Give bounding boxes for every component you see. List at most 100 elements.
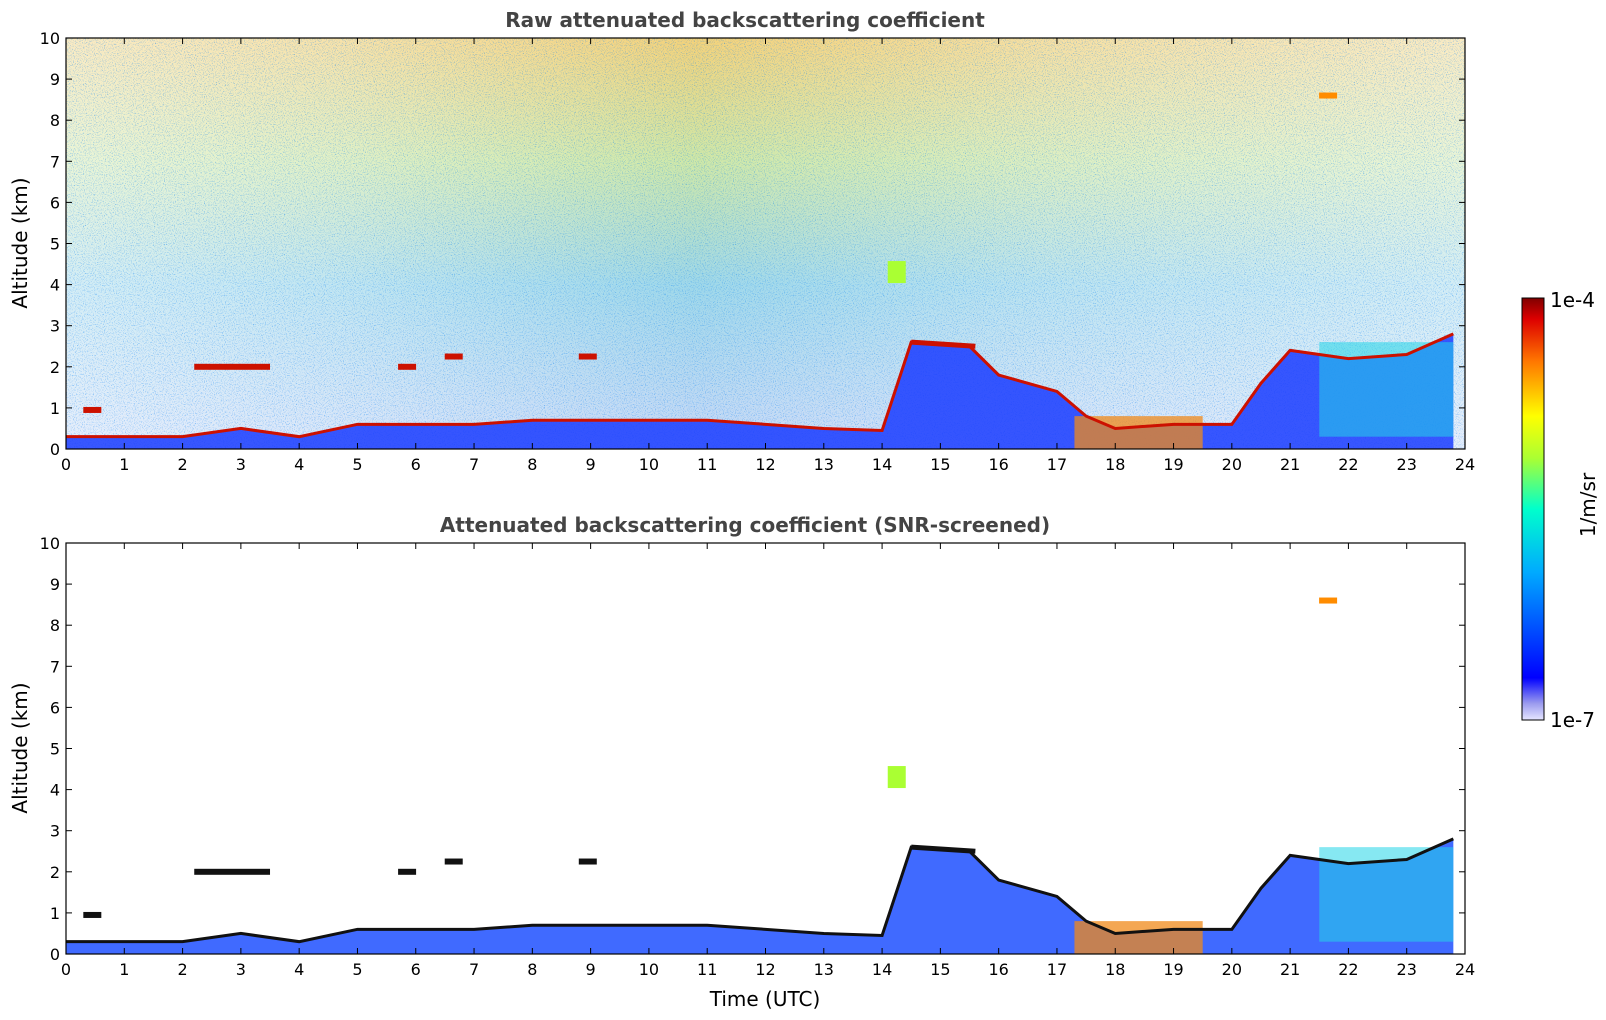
y-tick-label: 7 bbox=[50, 152, 60, 171]
x-axis-label: Time (UTC) bbox=[709, 987, 821, 1011]
x-tick-label: 9 bbox=[586, 960, 596, 979]
x-tick-label: 21 bbox=[1280, 455, 1300, 474]
x-tick-label: 12 bbox=[755, 960, 775, 979]
boundary-layer-area bbox=[66, 333, 1454, 449]
x-tick-label: 23 bbox=[1397, 455, 1417, 474]
cloud-patch bbox=[444, 353, 463, 360]
cloud-patch bbox=[194, 868, 271, 875]
y-tick-label: 3 bbox=[50, 317, 60, 336]
x-tick-label: 21 bbox=[1280, 960, 1300, 979]
x-tick-label: 6 bbox=[411, 455, 421, 474]
cloud-patch bbox=[887, 766, 906, 789]
x-tick-label: 23 bbox=[1397, 960, 1417, 979]
y-tick-label: 8 bbox=[50, 111, 60, 130]
cloud-patch bbox=[194, 363, 271, 370]
y-tick-label: 3 bbox=[50, 822, 60, 841]
panel-raw-title: Raw attenuated backscattering coefficien… bbox=[505, 8, 985, 32]
y-tick-label: 0 bbox=[50, 945, 60, 964]
colorbar-unit-label: 1/m/sr bbox=[1576, 472, 1600, 537]
y-tick-label: 8 bbox=[50, 616, 60, 635]
panel-screened-ylabel: Altitude (km) bbox=[8, 682, 32, 813]
y-tick-label: 10 bbox=[40, 29, 60, 48]
x-tick-label: 18 bbox=[1105, 960, 1125, 979]
x-tick-label: 18 bbox=[1105, 455, 1125, 474]
y-tick-label: 9 bbox=[50, 70, 60, 89]
y-tick-label: 6 bbox=[50, 698, 60, 717]
y-tick-label: 7 bbox=[50, 657, 60, 676]
panel-raw-image bbox=[66, 38, 1465, 449]
y-tick-label: 4 bbox=[50, 781, 60, 800]
cloud-patch bbox=[1319, 597, 1338, 604]
cloud-patch bbox=[887, 261, 906, 284]
y-tick-label: 1 bbox=[50, 904, 60, 923]
x-tick-label: 3 bbox=[236, 960, 246, 979]
x-tick-label: 8 bbox=[527, 455, 537, 474]
colorbar-min-label: 1e-7 bbox=[1550, 708, 1595, 732]
aerosol-layer-core bbox=[1074, 416, 1203, 449]
x-tick-label: 16 bbox=[988, 960, 1008, 979]
colorbar: 1e-4 1e-7 1/m/sr bbox=[1521, 288, 1600, 732]
x-tick-label: 0 bbox=[61, 960, 71, 979]
cloud-patch bbox=[398, 363, 417, 370]
x-tick-label: 17 bbox=[1047, 455, 1067, 474]
x-tick-label: 2 bbox=[177, 960, 187, 979]
x-tick-label: 5 bbox=[352, 455, 362, 474]
panel-screened-image bbox=[66, 543, 1465, 954]
y-tick-label: 6 bbox=[50, 193, 60, 212]
x-tick-label: 13 bbox=[814, 455, 834, 474]
x-tick-label: 1 bbox=[119, 960, 129, 979]
y-tick-label: 5 bbox=[50, 235, 60, 254]
x-tick-label: 4 bbox=[294, 960, 304, 979]
panel-raw-axes: 0 1 2 3 4 5 6 7 8 9 10 11 12 13 14 15 16 17 18 19 20 21 22 23 24… bbox=[40, 29, 1476, 474]
elevated-layer bbox=[911, 844, 976, 854]
panel-raw-ylabel: Altitude (km) bbox=[8, 177, 32, 308]
x-tick-label: 20 bbox=[1222, 960, 1242, 979]
cloud-patch bbox=[578, 858, 597, 865]
x-tick-label: 5 bbox=[352, 960, 362, 979]
x-tick-label: 3 bbox=[236, 455, 246, 474]
panel-screened-axes: 0 1 2 3 4 5 6 7 8 9 10 11 12 13 14 15 16 17 18 19 20 21 22 23 24… bbox=[40, 534, 1476, 979]
x-tick-label: 16 bbox=[988, 455, 1008, 474]
x-tick-label: 0 bbox=[61, 455, 71, 474]
colorbar-gradient bbox=[1521, 297, 1545, 721]
x-tick-label: 12 bbox=[755, 455, 775, 474]
y-tick-label: 0 bbox=[50, 440, 60, 459]
x-tick-label: 15 bbox=[930, 455, 950, 474]
x-tick-label: 9 bbox=[586, 455, 596, 474]
x-tick-label: 19 bbox=[1163, 455, 1183, 474]
x-tick-label: 19 bbox=[1163, 960, 1183, 979]
x-tick-label: 24 bbox=[1455, 455, 1475, 474]
x-tick-label: 22 bbox=[1338, 455, 1358, 474]
y-tick-label: 9 bbox=[50, 575, 60, 594]
x-tick-label: 6 bbox=[411, 960, 421, 979]
x-tick-label: 4 bbox=[294, 455, 304, 474]
panel-screened: Attenuated backscattering coefficient (S… bbox=[8, 513, 1475, 1011]
x-tick-label: 1 bbox=[119, 455, 129, 474]
x-tick-label: 10 bbox=[639, 960, 659, 979]
panel-screened-title: Attenuated backscattering coefficient (S… bbox=[440, 513, 1050, 537]
cloud-patch bbox=[1319, 92, 1338, 99]
cloud-patch bbox=[83, 911, 102, 918]
aerosol-layer-core bbox=[1074, 921, 1203, 954]
x-tick-label: 20 bbox=[1222, 455, 1242, 474]
y-tick-label: 10 bbox=[40, 534, 60, 553]
x-tick-label: 7 bbox=[469, 960, 479, 979]
x-tick-label: 10 bbox=[639, 455, 659, 474]
x-tick-label: 11 bbox=[697, 455, 717, 474]
cloud-patch bbox=[444, 858, 463, 865]
panel-raw: Raw attenuated backscattering coefficien… bbox=[8, 8, 1475, 474]
x-tick-label: 11 bbox=[697, 960, 717, 979]
cloud-patch bbox=[398, 868, 417, 875]
cloud-patch bbox=[83, 406, 102, 413]
x-tick-label: 14 bbox=[872, 960, 892, 979]
y-tick-label: 4 bbox=[50, 276, 60, 295]
y-tick-label: 1 bbox=[50, 399, 60, 418]
x-tick-label: 17 bbox=[1047, 960, 1067, 979]
y-tick-label: 2 bbox=[50, 358, 60, 377]
x-tick-label: 14 bbox=[872, 455, 892, 474]
cloud-patch bbox=[578, 353, 597, 360]
elevated-layer bbox=[911, 339, 976, 349]
boundary-layer-area bbox=[66, 838, 1454, 954]
x-tick-label: 22 bbox=[1338, 960, 1358, 979]
x-tick-label: 2 bbox=[177, 455, 187, 474]
